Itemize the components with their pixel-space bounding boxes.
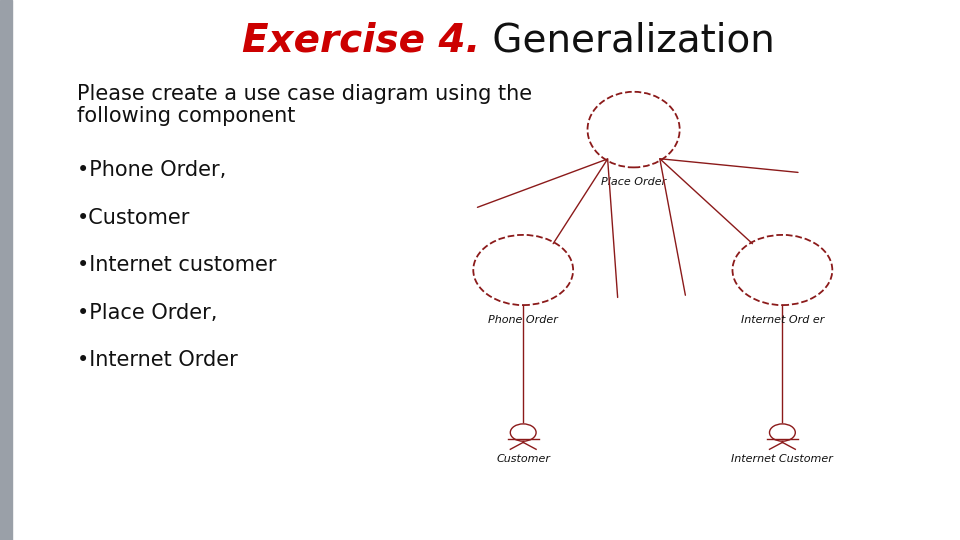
Text: •Internet Order: •Internet Order bbox=[77, 350, 237, 370]
Text: Customer: Customer bbox=[496, 454, 550, 464]
Text: •Phone Order,: •Phone Order, bbox=[77, 160, 226, 180]
Text: Exercise 4.: Exercise 4. bbox=[242, 22, 480, 59]
Text: Place Order: Place Order bbox=[601, 177, 666, 187]
Bar bbox=[0, 0, 12, 540]
Text: •Place Order,: •Place Order, bbox=[77, 302, 217, 323]
Text: following component: following component bbox=[77, 106, 295, 126]
Text: Please create a use case diagram using the: Please create a use case diagram using t… bbox=[77, 84, 532, 105]
Text: •Customer: •Customer bbox=[77, 207, 190, 228]
Text: •Internet customer: •Internet customer bbox=[77, 255, 276, 275]
Text: Internet Customer: Internet Customer bbox=[732, 454, 833, 464]
Text: Generalization: Generalization bbox=[480, 22, 775, 59]
Text: Internet Ord er: Internet Ord er bbox=[741, 315, 824, 325]
Text: Phone Order: Phone Order bbox=[489, 315, 558, 325]
